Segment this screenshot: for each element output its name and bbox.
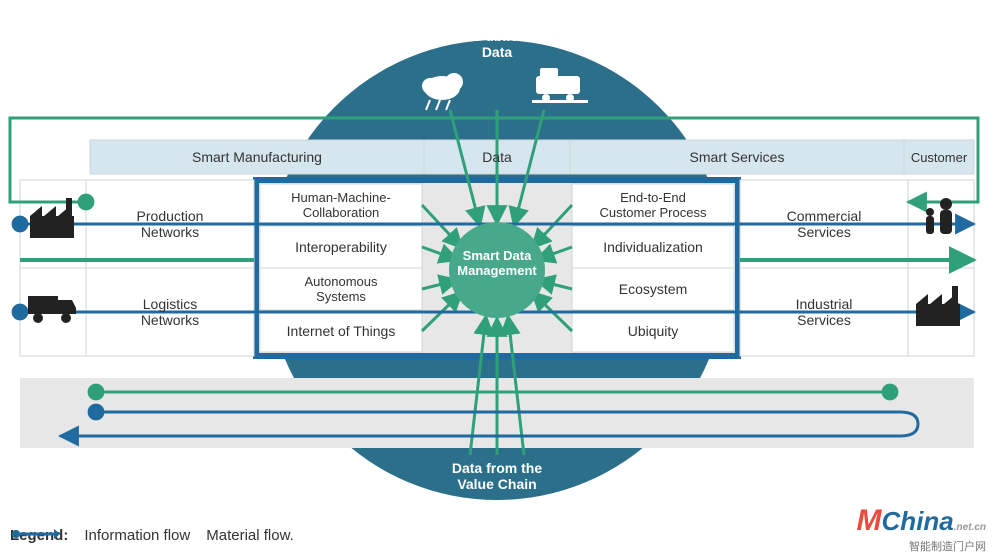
right-2: Industrial Services: [740, 268, 908, 356]
svc-1: End-to-End Customer Process: [572, 184, 734, 226]
legend-mat-label: Material flow.: [206, 527, 294, 544]
svc-2: Individualization: [572, 226, 734, 268]
mfg-3: Autonomous Systems: [260, 268, 422, 310]
svc-4: Ubiquity: [572, 310, 734, 352]
label-top: Public Data: [460, 28, 534, 60]
legend: Legend: Information flow Material flow.: [10, 527, 294, 544]
mfg-1: Human-Machine- Collaboration: [260, 184, 422, 226]
mfg-4: Internet of Things: [260, 310, 422, 352]
label-center: Smart Data Management: [449, 248, 545, 278]
right-1: Commercial Services: [740, 180, 908, 268]
svc-3: Ecosystem: [572, 268, 734, 310]
legend-info-label: Information flow: [84, 527, 190, 544]
hdr-svc-text: Smart Services: [570, 140, 904, 174]
left-1: Production Networks: [86, 180, 254, 268]
left-2: Logistics Networks: [86, 268, 254, 356]
watermark: MChina.net.cn 智能制造门户网: [857, 504, 986, 554]
hdr-cust-text: Customer: [904, 140, 974, 174]
hdr-mfg-text: Smart Manufacturing: [90, 140, 424, 174]
mfg-2: Interoperability: [260, 226, 422, 268]
label-bottom: Data from the Value Chain: [440, 460, 554, 492]
hdr-data-text: Data: [424, 140, 570, 174]
